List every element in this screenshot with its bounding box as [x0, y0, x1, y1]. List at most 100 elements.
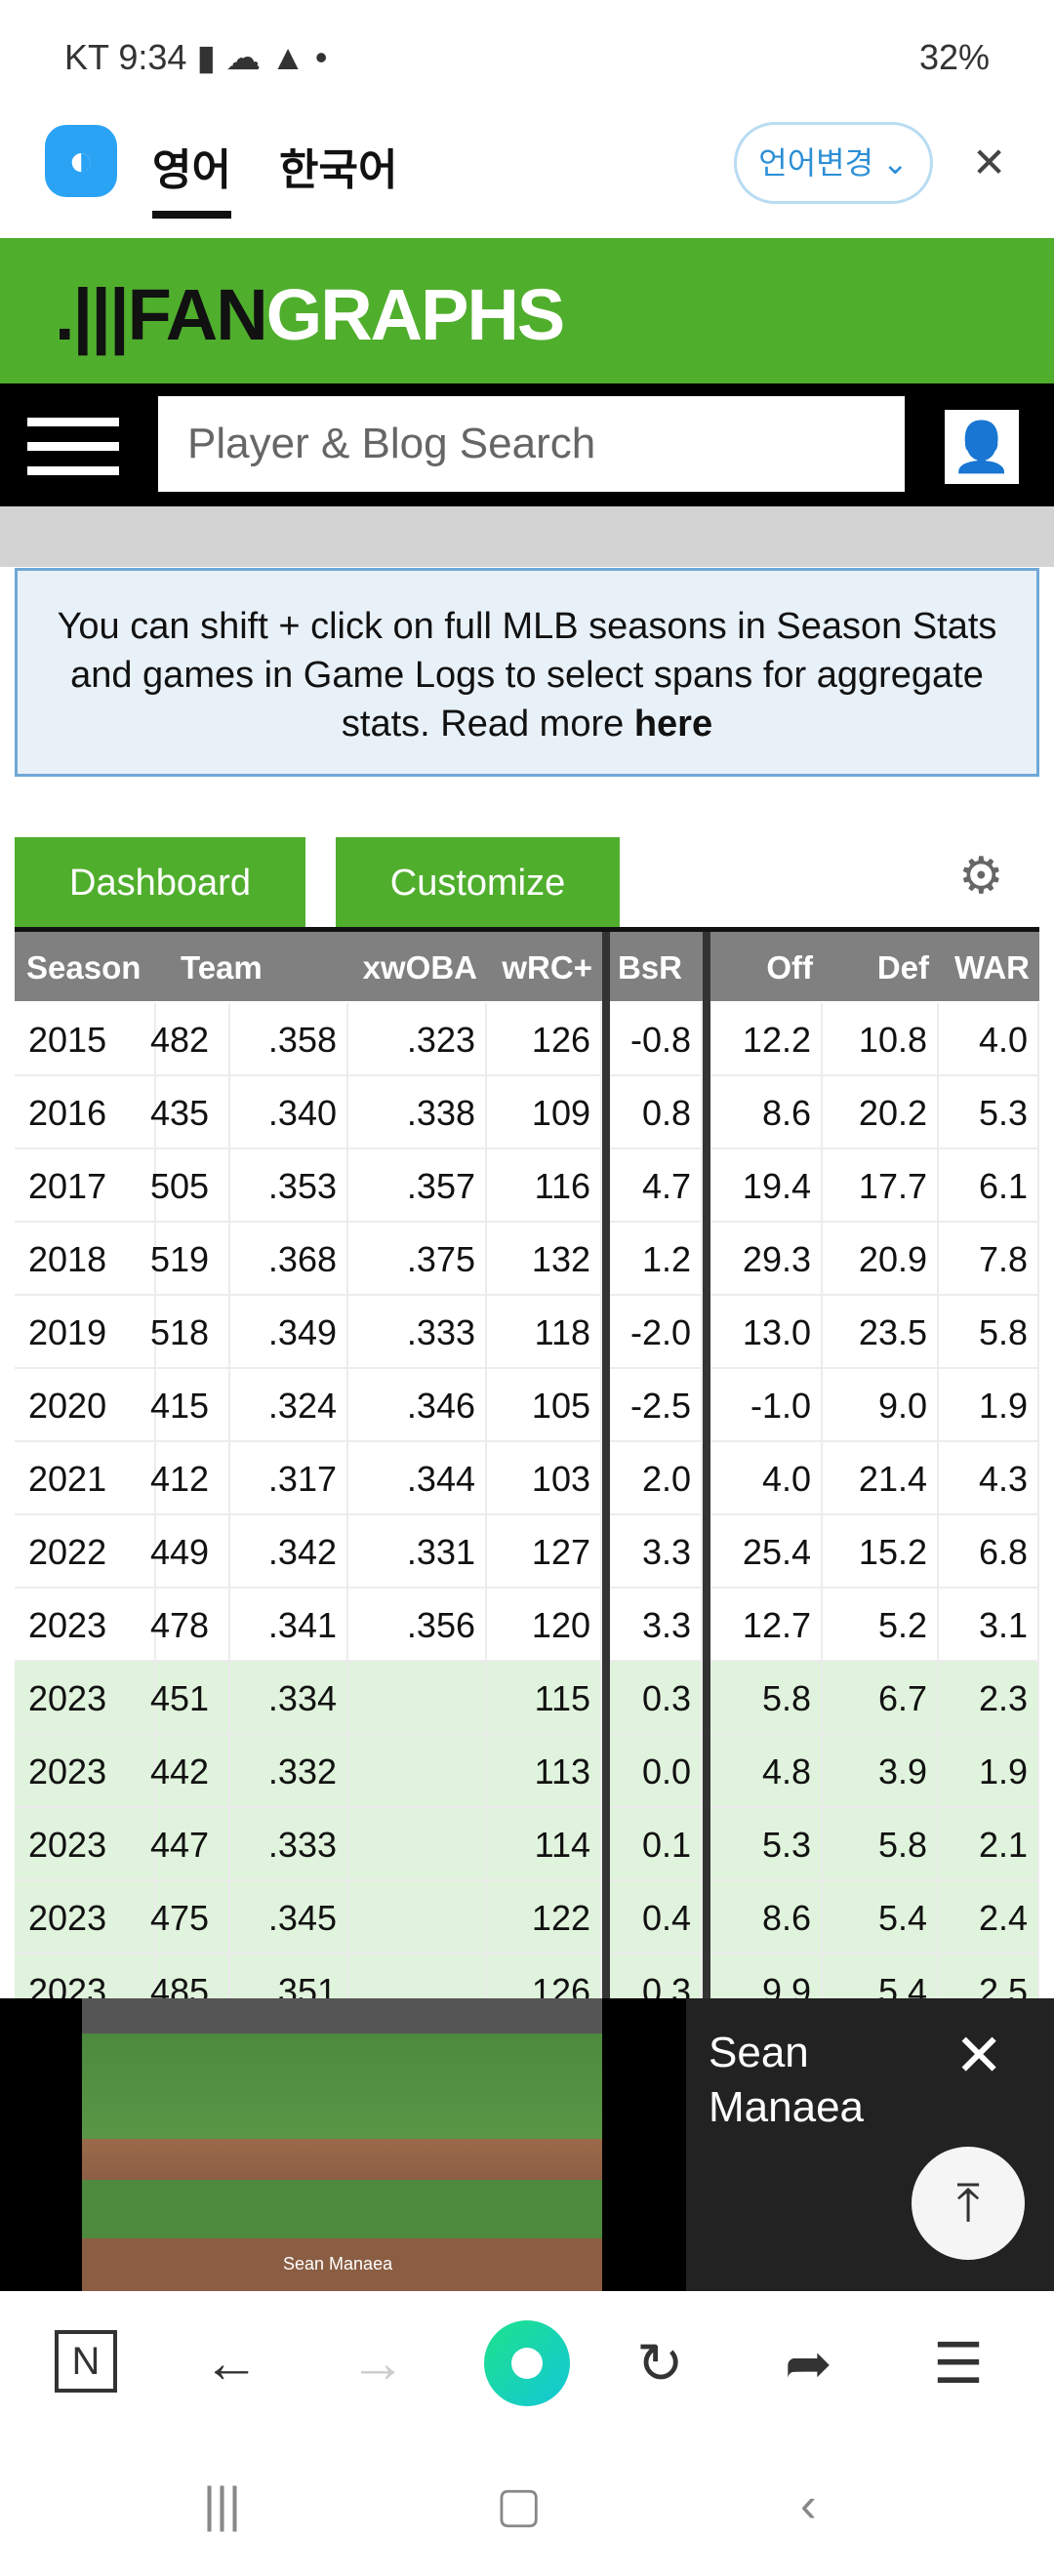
user-icon[interactable]: 👤 [945, 410, 1019, 484]
back-icon[interactable]: ← [203, 2331, 260, 2395]
table-row[interactable]: 2020 415.324.346 105 -2.5 -1.0 9.0 1.9 [15, 1369, 1039, 1442]
close-video-icon[interactable]: ✕ [954, 2023, 1004, 2088]
system-nav: ||| ▢ ‹ [0, 2434, 1054, 2576]
table-row[interactable]: 2017 505.353.357 116 4.7 19.4 17.7 6.1 [15, 1149, 1039, 1223]
table-row[interactable]: 2021 412.317.344 103 2.0 4.0 21.4 4.3 [15, 1442, 1039, 1515]
table-row[interactable]: 2018 519.368.375 132 1.2 29.3 20.9 7.8 [15, 1223, 1039, 1296]
table-cell: .358 [230, 1003, 348, 1076]
table-row[interactable]: 2019 518.349.333 118 -2.0 13.0 23.5 5.8 [15, 1296, 1039, 1369]
table-cell: .323 [348, 1003, 487, 1076]
notice-link[interactable]: here [633, 704, 713, 745]
notice-box: You can shift + click on full MLB season… [15, 568, 1039, 777]
table-cell: 442 [150, 1735, 230, 1808]
table-cell: 505 [150, 1149, 230, 1223]
table-row[interactable]: 2022 449.342.331 127 3.3 25.4 15.2 6.8 [15, 1515, 1039, 1589]
home-icon[interactable]: ▢ [496, 2477, 543, 2532]
column-header[interactable]: Season [26, 949, 142, 986]
table-cell: 449 [150, 1515, 230, 1589]
table-header: Season Team xwOBA wRC+ BsR Off Def WAR [15, 932, 1039, 1001]
table-cell: 3.3 [610, 1515, 703, 1589]
table-cell: .368 [230, 1223, 348, 1296]
table-cell: 5.3 [939, 1076, 1039, 1149]
table-row[interactable]: 2023 485.351 126 0.3 9.9 5.4 2.5 [15, 1954, 1039, 1998]
table-cell: 115 [487, 1662, 602, 1735]
table-cell: 4.7 [610, 1149, 703, 1223]
table-cell: 2016 [15, 1076, 156, 1149]
table-cell: 5.8 [710, 1662, 823, 1735]
table-cell: .331 [348, 1515, 487, 1589]
table-row[interactable]: 2023 447.333 114 0.1 5.3 5.8 2.1 [15, 1808, 1039, 1881]
close-icon[interactable]: ✕ [972, 140, 1007, 185]
table-row[interactable]: 2023 478.341.356 120 3.3 12.7 5.2 3.1 [15, 1589, 1039, 1662]
divider [15, 927, 1039, 932]
table-cell: 6.1 [939, 1149, 1039, 1223]
table-cell: 20.9 [823, 1223, 939, 1296]
table-cell: 0.1 [610, 1808, 703, 1881]
table-cell: 116 [487, 1149, 602, 1223]
column-header[interactable]: Team [181, 949, 263, 986]
menu-icon[interactable] [27, 418, 119, 476]
table-cell: .345 [230, 1881, 348, 1954]
table-cell: 6.7 [823, 1662, 939, 1735]
column-header[interactable]: wRC+ [502, 949, 592, 986]
table-cell: -1.0 [710, 1369, 823, 1442]
table-cell: 2018 [15, 1223, 156, 1296]
table-cell: 4.3 [939, 1442, 1039, 1515]
table-cell: 126 [487, 1954, 602, 1998]
table-cell: 5.8 [823, 1808, 939, 1881]
scroll-top-button[interactable]: ⤒ [912, 2147, 1025, 2260]
table-cell: .338 [348, 1076, 487, 1149]
green-dot-icon[interactable] [484, 2320, 570, 2406]
video-player[interactable] [82, 1998, 602, 2291]
table-cell: 6.8 [939, 1515, 1039, 1589]
menu-icon[interactable]: ☰ [933, 2332, 984, 2395]
table-cell: 9.0 [823, 1369, 939, 1442]
table-row[interactable]: 2023 451.334 115 0.3 5.8 6.7 2.3 [15, 1662, 1039, 1735]
tab-english[interactable]: 영어 [152, 135, 231, 219]
column-divider [602, 932, 610, 1998]
back-nav-icon[interactable]: ‹ [800, 2477, 817, 2532]
dashboard-button[interactable]: Dashboard [15, 837, 305, 929]
table-cell: 8.6 [710, 1076, 823, 1149]
table-cell: 120 [487, 1589, 602, 1662]
column-header[interactable]: WAR [954, 949, 1030, 986]
table-row[interactable]: 2016 435.340.338 109 0.8 8.6 20.2 5.3 [15, 1076, 1039, 1149]
change-language-button[interactable]: 언어변경 ⌄ [734, 122, 933, 204]
recents-icon[interactable]: ||| [203, 2477, 241, 2532]
table-cell [348, 1735, 487, 1808]
column-header[interactable]: xwOBA [362, 949, 477, 986]
table-cell: 13.0 [710, 1296, 823, 1369]
table-cell: 19.4 [710, 1149, 823, 1223]
table-cell: 2.1 [939, 1808, 1039, 1881]
table-cell: -2.0 [610, 1296, 703, 1369]
naver-home-icon[interactable]: N [55, 2330, 117, 2393]
table-cell [348, 1881, 487, 1954]
table-cell: 118 [487, 1296, 602, 1369]
customize-button[interactable]: Customize [336, 837, 620, 929]
tab-korean[interactable]: 한국어 [279, 146, 398, 194]
table-cell: 485 [150, 1954, 230, 1998]
translate-app-icon: ◐ [45, 125, 117, 197]
table-row[interactable]: 2023 475.345 122 0.4 8.6 5.4 2.4 [15, 1881, 1039, 1954]
reload-icon[interactable]: ↻ [636, 2332, 684, 2395]
column-header[interactable]: Def [876, 949, 929, 986]
table-cell: 0.3 [610, 1662, 703, 1735]
table-cell: .340 [230, 1076, 348, 1149]
forward-icon[interactable]: → [349, 2331, 406, 2395]
column-header[interactable]: BsR [618, 949, 683, 986]
ad-band [0, 506, 1054, 567]
column-header[interactable]: Off [766, 949, 813, 986]
table-row[interactable]: 2023 442.332 113 0.0 4.8 3.9 1.9 [15, 1735, 1039, 1808]
table-cell: 29.3 [710, 1223, 823, 1296]
table-cell: 109 [487, 1076, 602, 1149]
table-cell: 103 [487, 1442, 602, 1515]
table-cell: .357 [348, 1149, 487, 1223]
share-icon[interactable]: ➦ [785, 2332, 832, 2395]
gear-icon[interactable]: ⚙ [958, 848, 1004, 905]
table-cell: 2022 [15, 1515, 156, 1589]
table-cell [348, 1662, 487, 1735]
table-row[interactable]: 2015 482.358.323 126 -0.8 12.2 10.8 4.0 [15, 1003, 1039, 1076]
search-input[interactable]: Player & Blog Search [158, 396, 905, 492]
fangraphs-logo[interactable]: .|||FANGRAPHS [55, 274, 565, 355]
battery-level: 32% [918, 37, 990, 77]
